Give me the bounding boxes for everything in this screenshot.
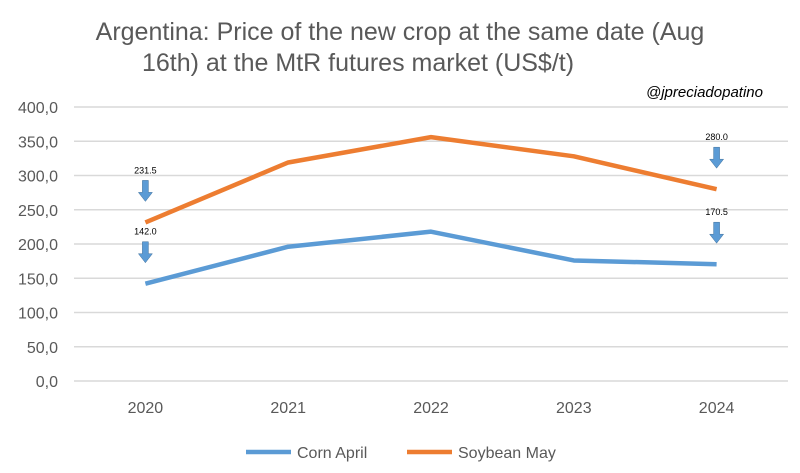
series-line-corn-april	[144, 229, 717, 286]
x-tick-label: 2021	[270, 400, 306, 417]
y-tick-label: 0,0	[36, 374, 58, 391]
y-tick-label: 250,0	[18, 203, 58, 220]
y-tick-label: 350,0	[18, 134, 58, 151]
x-tick-label: 2024	[699, 400, 735, 417]
data-label: 280.0	[705, 132, 728, 142]
chart-title-line-1: Argentina: Price of the new crop at the …	[96, 18, 705, 46]
y-tick-label: 300,0	[18, 169, 58, 186]
watermark: @jpreciadopatino	[646, 84, 763, 101]
arrow-down-icon	[709, 221, 725, 244]
y-tick-label: 150,0	[18, 271, 58, 288]
data-label: 170.5	[705, 207, 728, 217]
y-tick-label: 100,0	[18, 306, 58, 323]
arrow-down-icon	[709, 146, 725, 169]
arrow-down-icon	[137, 241, 153, 264]
y-tick-label: 400,0	[18, 100, 58, 117]
y-tick-label: 200,0	[18, 237, 58, 254]
legend-label: Corn April	[297, 445, 367, 462]
data-label: 231.5	[134, 165, 157, 175]
y-tick-label: 50,0	[27, 340, 58, 357]
data-label: 142.0	[134, 227, 157, 237]
arrow-down-icon	[137, 180, 153, 202]
x-tick-label: 2020	[128, 400, 164, 417]
x-tick-label: 2022	[413, 400, 449, 417]
legend-label: Soybean May	[458, 445, 556, 462]
x-tick-label: 2023	[556, 400, 592, 417]
chart-title-line-2: 16th) at the MtR futures market (US$/t)	[142, 49, 574, 77]
